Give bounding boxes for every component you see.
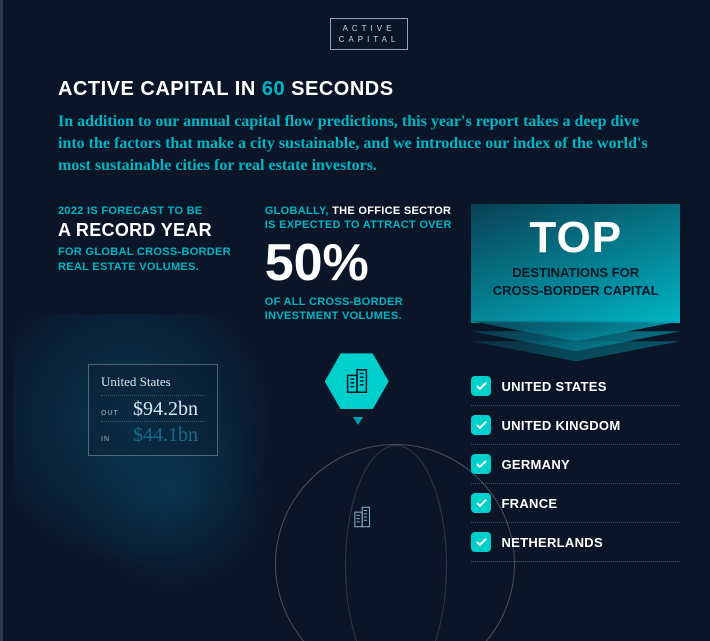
forecast-kicker-2: FOR GLOBAL CROSS-BORDER REAL ESTATE VOLU… (58, 245, 247, 274)
country-list: UNITED STATES UNITED KINGDOM GERMANY FRA… (471, 367, 680, 562)
check-icon (471, 493, 491, 513)
check-icon (471, 376, 491, 396)
subhead: In addition to our annual capital flow p… (58, 111, 648, 176)
chevron-stack (471, 321, 680, 355)
us-data-box: United States OUT $94.2bn IN $44.1bn (88, 364, 218, 456)
list-item: NETHERLANDS (471, 523, 680, 562)
forecast-kicker-1: 2022 IS FORECAST TO BE (58, 204, 247, 218)
col-forecast: 2022 IS FORECAST TO BE A RECORD YEAR FOR… (58, 204, 247, 456)
us-out-row: OUT $94.2bn (101, 395, 205, 421)
check-icon (471, 415, 491, 435)
top-panel: TOP DESTINATIONS FOR CROSS-BORDER CAPITA… (471, 204, 680, 323)
office-kicker-2: OF ALL CROSS-BORDER INVESTMENT VOLUMES. (265, 295, 454, 324)
hex-building (325, 353, 454, 425)
col-top-destinations: TOP DESTINATIONS FOR CROSS-BORDER CAPITA… (471, 204, 680, 562)
check-icon (471, 532, 491, 552)
top-text: TOP (485, 216, 666, 260)
brand-logo: ACTIVE CAPITAL (58, 18, 680, 50)
us-in-row: IN $44.1bn (101, 421, 205, 447)
office-kicker-1: GLOBALLY, THE OFFICE SECTOR IS EXPECTED … (265, 204, 454, 233)
us-title: United States (101, 375, 205, 389)
brand-line2: CAPITAL (339, 34, 400, 45)
office-pct: 50% (265, 237, 454, 289)
arrow-down-icon (353, 417, 363, 425)
us-out-value: $94.2bn (133, 398, 198, 421)
list-item: GERMANY (471, 445, 680, 484)
col-office: GLOBALLY, THE OFFICE SECTOR IS EXPECTED … (265, 204, 454, 425)
brand-line1: ACTIVE (339, 23, 400, 34)
headline: ACTIVE CAPITAL IN 60 SECONDS (58, 78, 680, 101)
globe-building-icon (350, 504, 376, 535)
list-item: FRANCE (471, 484, 680, 523)
list-item: UNITED STATES (471, 367, 680, 406)
forecast-big: A RECORD YEAR (58, 220, 247, 241)
us-in-value: $44.1bn (133, 424, 198, 447)
building-icon (342, 366, 372, 396)
dest-text: DESTINATIONS FOR CROSS-BORDER CAPITAL (485, 264, 666, 299)
list-item: UNITED KINGDOM (471, 406, 680, 445)
check-icon (471, 454, 491, 474)
